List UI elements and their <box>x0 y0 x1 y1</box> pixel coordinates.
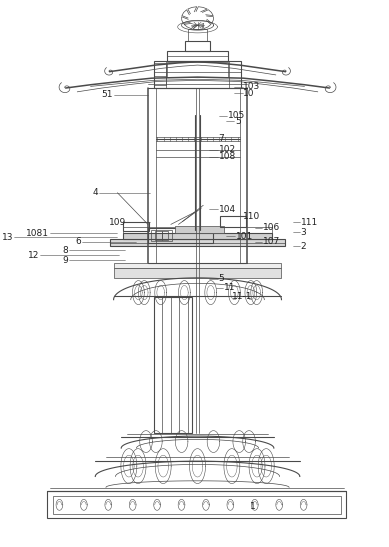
Text: 13: 13 <box>2 233 14 242</box>
Text: 111: 111 <box>301 218 318 226</box>
Text: 101: 101 <box>236 232 253 241</box>
Text: 109: 109 <box>109 218 126 226</box>
Bar <box>163 231 168 240</box>
Text: 110: 110 <box>244 212 261 220</box>
Text: 2: 2 <box>301 242 306 251</box>
Bar <box>110 238 285 246</box>
Bar <box>148 228 213 243</box>
Text: 11-1: 11-1 <box>232 292 252 301</box>
Text: 10: 10 <box>244 89 255 98</box>
Bar <box>188 29 207 41</box>
Text: 106: 106 <box>263 223 280 232</box>
Text: 105: 105 <box>228 112 245 120</box>
Bar <box>53 496 341 514</box>
Bar <box>155 231 162 240</box>
Bar <box>123 232 272 238</box>
Text: 5: 5 <box>219 275 224 283</box>
Text: 108: 108 <box>219 152 236 161</box>
Text: 1081: 1081 <box>26 229 49 237</box>
Bar <box>123 227 272 232</box>
Text: 107: 107 <box>263 237 280 246</box>
Bar <box>154 297 192 433</box>
Text: 8: 8 <box>63 246 68 254</box>
Bar <box>151 230 172 241</box>
Bar <box>114 263 282 268</box>
Bar <box>114 268 282 278</box>
Bar <box>154 63 166 85</box>
Text: 51: 51 <box>102 90 113 99</box>
Bar <box>123 222 149 231</box>
Bar <box>221 216 246 227</box>
Bar <box>167 62 228 77</box>
Text: 4: 4 <box>93 188 98 197</box>
Bar <box>47 491 346 518</box>
Text: 1: 1 <box>250 502 256 511</box>
Text: 12: 12 <box>28 251 39 260</box>
Text: 6: 6 <box>75 237 81 246</box>
Bar <box>185 41 210 51</box>
Text: 3: 3 <box>301 228 306 236</box>
Text: 7: 7 <box>219 134 224 143</box>
Bar <box>167 51 228 61</box>
Text: 103: 103 <box>244 83 261 91</box>
Text: 102: 102 <box>219 145 236 154</box>
Bar <box>175 226 224 232</box>
Text: 9: 9 <box>63 256 68 265</box>
Text: 104: 104 <box>219 205 236 214</box>
Text: 11: 11 <box>224 283 236 292</box>
Bar <box>154 61 242 88</box>
Text: 5: 5 <box>235 117 241 126</box>
